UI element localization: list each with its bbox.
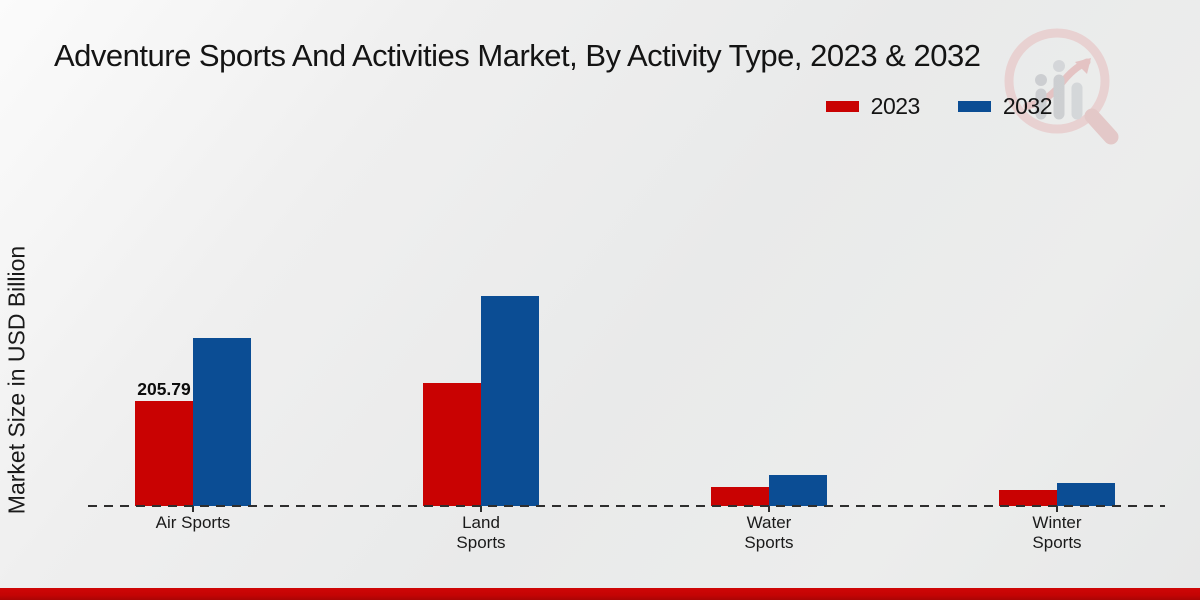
bar-air-sports-2032 xyxy=(193,338,251,506)
x-tick-label-winter-sports: Winter Sports xyxy=(1032,513,1082,552)
bar-water-sports-2032 xyxy=(769,475,827,506)
x-tick-land-sports xyxy=(480,506,482,512)
bar-air-sports-2023 xyxy=(135,401,193,506)
bar-water-sports-2023 xyxy=(711,487,769,506)
x-tick-water-sports xyxy=(768,506,770,512)
legend-item-2032: 2032 xyxy=(957,93,1053,120)
bar-land-sports-2023 xyxy=(423,383,481,506)
legend-item-2023: 2023 xyxy=(825,93,921,120)
legend-label-2023: 2023 xyxy=(870,93,921,119)
x-tick-air-sports xyxy=(192,506,194,512)
bar-value-label: 205.79 xyxy=(137,379,191,399)
legend-label-2032: 2032 xyxy=(1002,93,1053,119)
x-tick-label-land-sports: Land Sports xyxy=(456,513,506,552)
bar-land-sports-2032 xyxy=(481,296,539,506)
footer-accent-bar xyxy=(0,588,1200,600)
chart-title: Adventure Sports And Activities Market, … xyxy=(54,38,981,73)
brand-watermark-icon xyxy=(1004,28,1119,145)
x-tick-winter-sports xyxy=(1056,506,1058,512)
x-tick-label-air-sports: Air Sports xyxy=(155,513,231,532)
x-tick-label-water-sports: Water Sports xyxy=(744,513,794,552)
bar-winter-sports-2032 xyxy=(1057,483,1115,506)
x-axis-baseline xyxy=(88,505,1165,507)
bar-winter-sports-2023 xyxy=(999,490,1057,506)
y-axis-label: Market Size in USD Billion xyxy=(3,245,30,515)
legend-swatch-2023 xyxy=(825,101,859,112)
legend-swatch-2032 xyxy=(957,101,991,112)
legend: 2023 2032 xyxy=(825,93,1053,120)
